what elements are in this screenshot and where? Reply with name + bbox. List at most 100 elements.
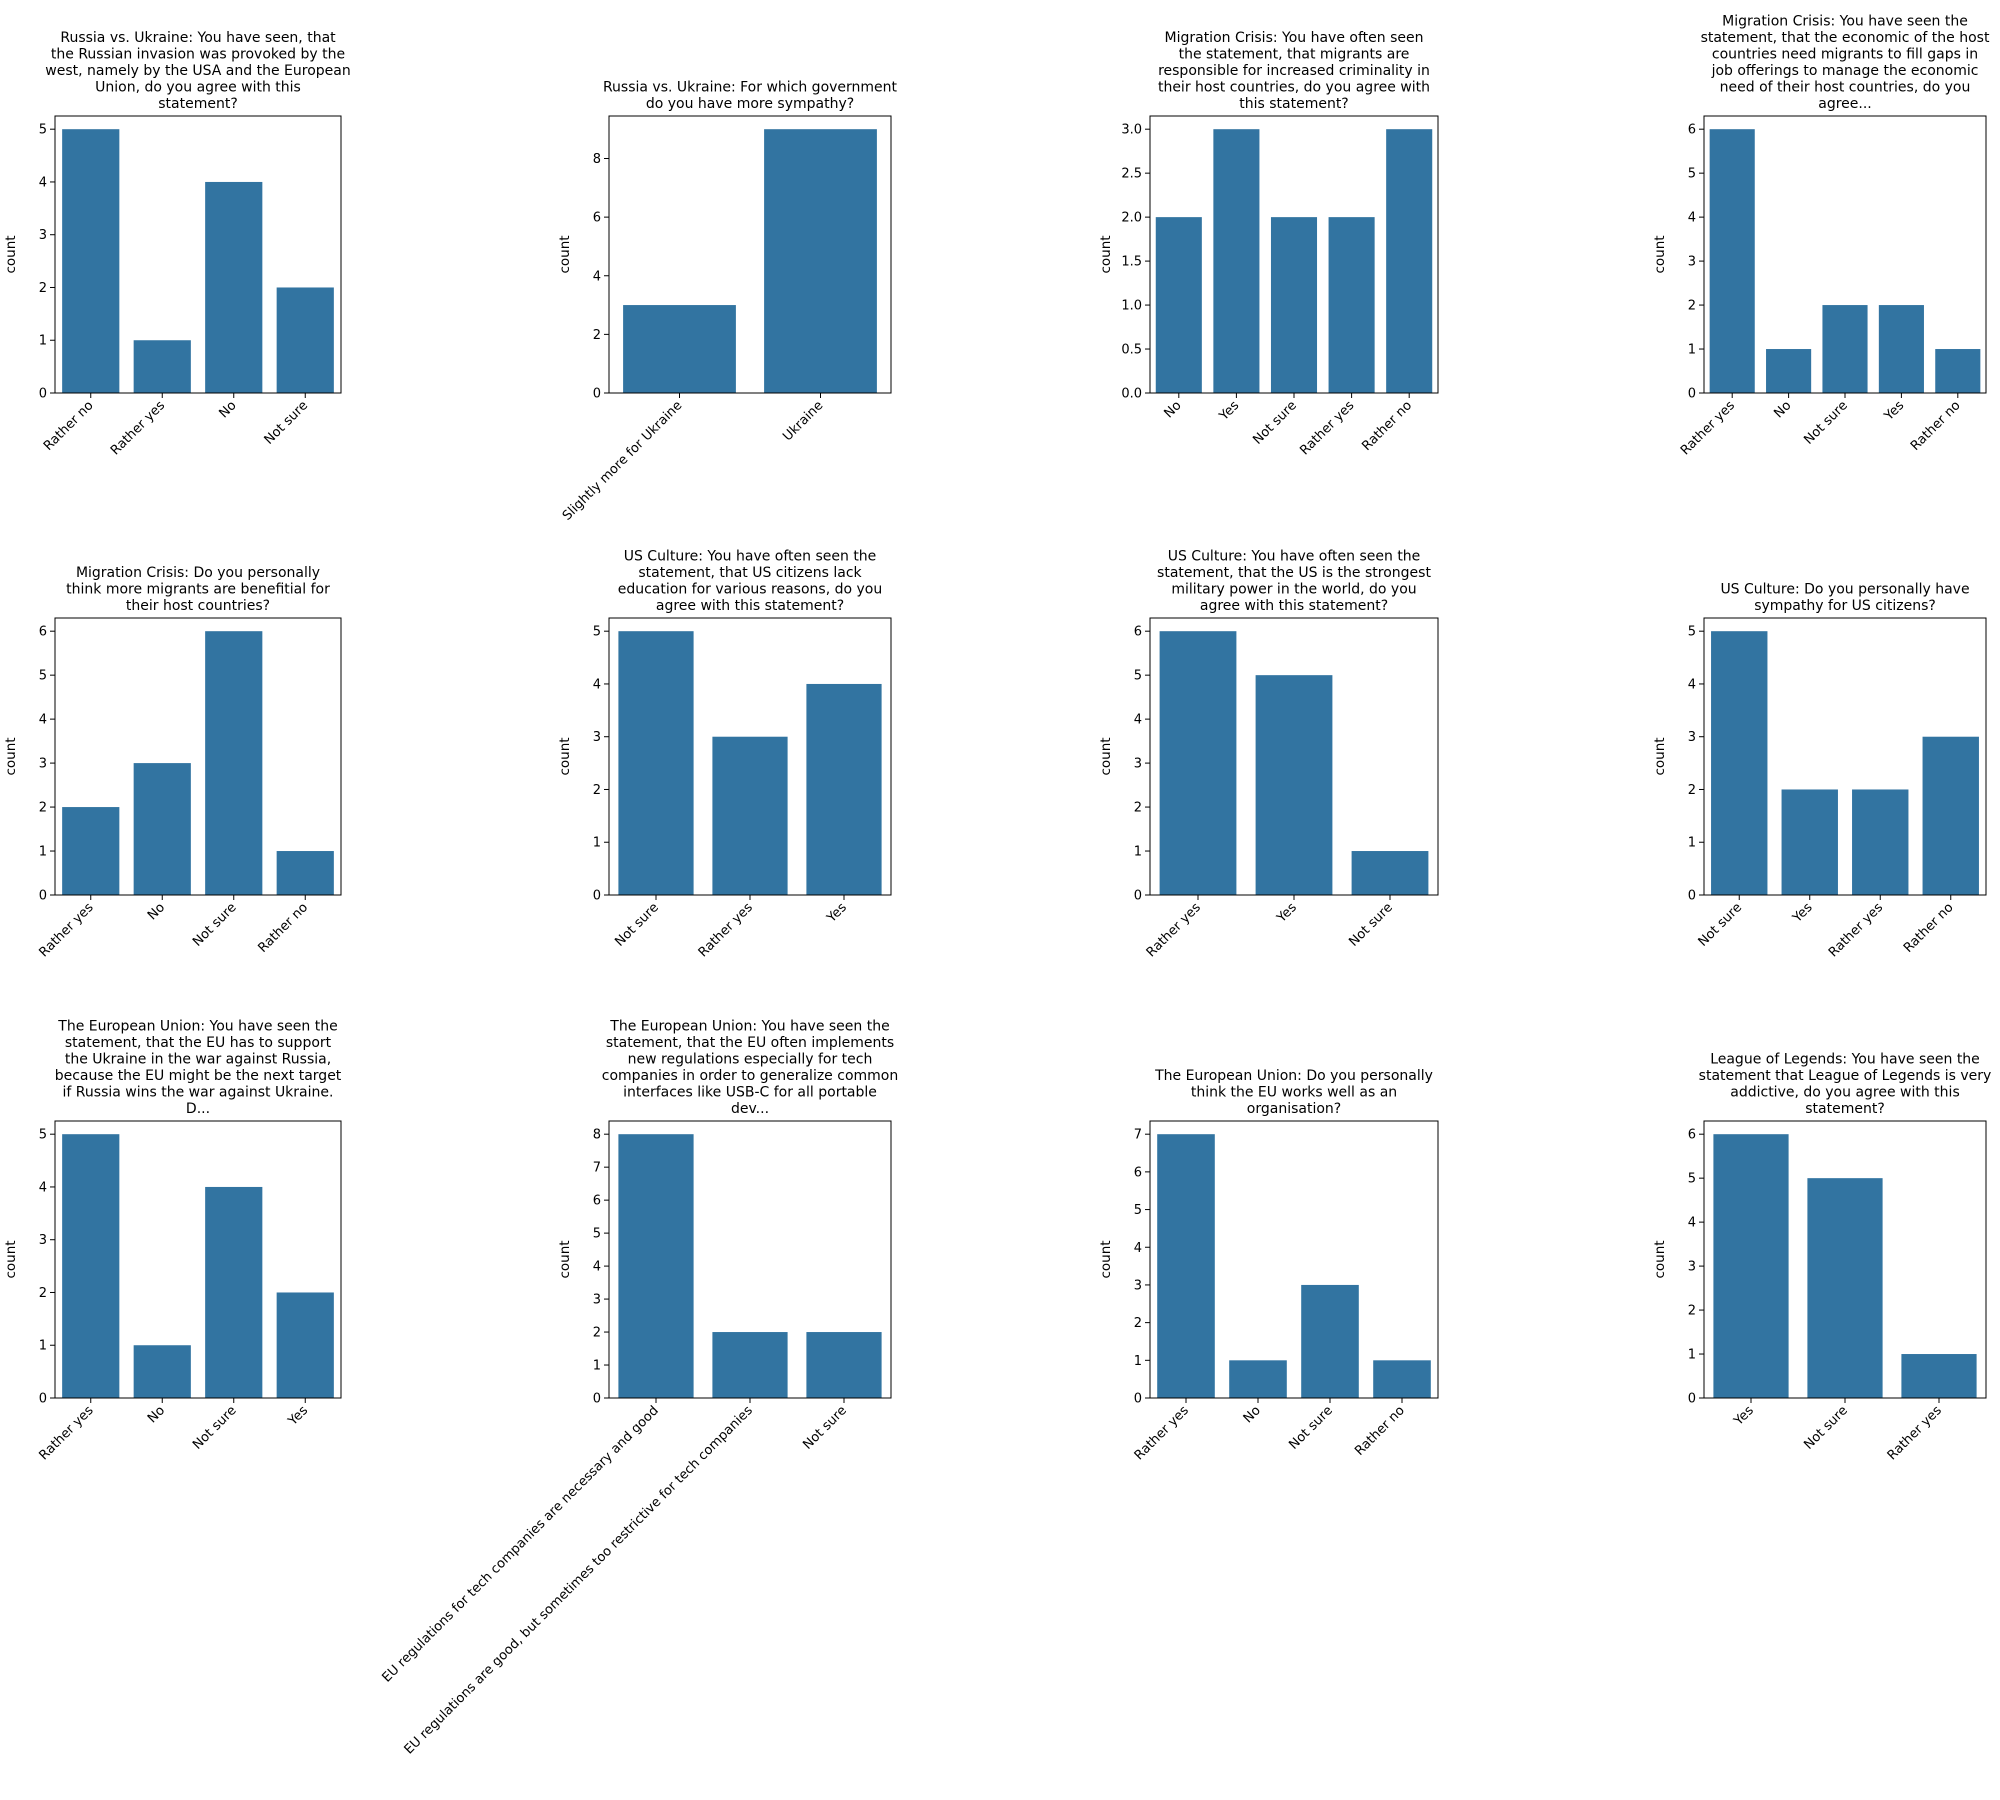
chart-title-line: their host countries, do you agree with <box>1158 80 1430 96</box>
x-tick-label: Yes <box>1216 398 1242 424</box>
chart-title-line: addictive, do you agree with this <box>1730 1085 1959 1101</box>
y-tick-label: 0 <box>593 1392 601 1407</box>
y-tick-label: 5 <box>39 669 47 684</box>
axes-frame <box>54 617 342 896</box>
y-tick-label: 3 <box>39 757 47 772</box>
bar <box>205 181 263 393</box>
x-tick-label: Not sure <box>1696 900 1745 949</box>
y-tick-label: 8 <box>593 1128 601 1143</box>
bar <box>62 129 120 393</box>
x-tick-label: No <box>1162 398 1185 421</box>
chart-title-line: the Russian invasion was provoked by the <box>51 47 345 63</box>
y-axis-label: count <box>1652 1240 1668 1278</box>
subplot-5: Migration Crisis: Do you personallythink… <box>3 565 342 960</box>
y-tick-label: 4 <box>1134 713 1142 728</box>
y-tick-label: 1 <box>1134 845 1142 860</box>
chart-title-line: countries need migrants to fill gaps in <box>1712 47 1978 63</box>
x-tick-label: Yes <box>824 900 850 926</box>
chart-title-line: sympathy for US citizens? <box>1754 598 1936 614</box>
chart-title-line: Russia vs. Ukraine: You have seen, that <box>60 30 336 46</box>
y-tick-label: 2 <box>1688 783 1696 798</box>
axes-frame <box>54 1120 342 1399</box>
subplot-1: Russia vs. Ukraine: You have seen, thatt… <box>3 30 351 458</box>
y-axis-label: count <box>1652 235 1668 273</box>
x-tick-label: Not sure <box>1250 398 1299 447</box>
subplot-6: US Culture: You have often seen thestate… <box>557 549 892 960</box>
y-axis-label: count <box>1098 235 1114 273</box>
x-tick-label: Rather no <box>1908 398 1964 454</box>
y-tick-label: 2 <box>39 1286 47 1301</box>
x-tick-label: Rather no <box>1901 900 1957 956</box>
x-tick-label: Rather yes <box>1885 1403 1945 1463</box>
y-axis-label: count <box>3 737 19 775</box>
y-tick-label: 0 <box>1688 1392 1696 1407</box>
y-tick-label: 5 <box>1688 625 1696 640</box>
y-tick-label: 7 <box>1134 1128 1142 1143</box>
bar <box>1351 851 1429 895</box>
chart-title-line: Migration Crisis: You have seen the <box>1722 14 1968 30</box>
bar <box>276 1292 334 1398</box>
y-tick-label: 0 <box>39 1392 47 1407</box>
x-tick-label: Rather no <box>41 398 97 454</box>
y-tick-label: 5 <box>593 625 601 640</box>
y-axis-label: count <box>1098 1240 1114 1278</box>
x-tick-label: No <box>145 1403 168 1426</box>
bar <box>806 683 882 895</box>
chart-title-line: organisation? <box>1247 1101 1341 1117</box>
y-tick-label: 3 <box>1134 1278 1142 1293</box>
y-tick-label: 0 <box>1134 1392 1142 1407</box>
chart-title-line: agree with this statement? <box>656 598 844 614</box>
bar <box>1213 129 1260 393</box>
y-tick-label: 4 <box>1688 211 1696 226</box>
y-tick-label: 3 <box>39 228 47 243</box>
bar <box>276 851 334 895</box>
chart-title-line: the statement, that migrants are <box>1179 47 1410 63</box>
x-tick-label: Rather yes <box>36 900 96 960</box>
x-tick-label: Yes <box>1881 398 1907 424</box>
y-tick-label: 1 <box>1688 1348 1696 1363</box>
x-tick-label: Ukraine <box>780 398 826 444</box>
x-tick-label: Slightly more for Ukraine <box>560 398 686 524</box>
y-tick-label: 0.5 <box>1121 343 1142 358</box>
y-tick-label: 3.0 <box>1121 123 1142 138</box>
y-axis-label: count <box>3 1240 19 1278</box>
chart-title-line: statement, that the economic of the host <box>1701 30 1990 46</box>
x-tick-label: Rather yes <box>1297 398 1357 458</box>
y-tick-label: 1 <box>39 845 47 860</box>
bar <box>1270 217 1318 393</box>
subplot-4: Migration Crisis: You have seen thestate… <box>1652 14 1990 459</box>
x-tick-label: Not sure <box>1801 398 1850 447</box>
x-tick-label: Rather yes <box>1132 1403 1192 1463</box>
x-tick-label: Rather no <box>1359 398 1415 454</box>
bar <box>1766 349 1812 393</box>
subplot-12: League of Legends: You have seen thestat… <box>1652 1052 1991 1464</box>
x-tick-label: Not sure <box>1346 900 1395 949</box>
y-tick-label: 3 <box>1688 1260 1696 1275</box>
y-axis-label: count <box>1652 737 1668 775</box>
y-tick-label: 2 <box>593 783 601 798</box>
chart-title-line: responsible for increased criminality in <box>1158 63 1430 79</box>
axes-frame <box>1149 1120 1439 1399</box>
bar <box>1328 217 1375 393</box>
chart-title-line: this statement? <box>1239 96 1349 112</box>
y-tick-label: 4 <box>593 677 601 692</box>
y-tick-label: 1 <box>1688 343 1696 358</box>
y-tick-label: 0 <box>593 387 601 402</box>
y-axis-label: count <box>557 737 573 775</box>
y-tick-label: 2 <box>1134 1316 1142 1331</box>
y-tick-label: 2 <box>1688 1304 1696 1319</box>
axes-frame <box>608 115 892 394</box>
bar <box>712 1332 788 1398</box>
chart-title-line: companies in order to generalize common <box>602 1068 898 1084</box>
y-tick-label: 0 <box>1688 889 1696 904</box>
y-tick-label: 5 <box>1134 669 1142 684</box>
y-tick-label: 2.5 <box>1121 167 1142 182</box>
chart-title-line: Russia vs. Ukraine: For which government <box>603 80 898 96</box>
subplot-3: Migration Crisis: You have often seenthe… <box>1098 30 1439 458</box>
chart-title-line: if Russia wins the war against Ukraine. <box>63 1085 334 1101</box>
y-tick-label: 3 <box>1134 757 1142 772</box>
x-tick-label: Rather yes <box>696 900 756 960</box>
x-tick-label: No <box>1241 1403 1264 1426</box>
chart-title-line: need of their host countries, do you <box>1720 80 1971 96</box>
y-tick-label: 2 <box>1134 801 1142 816</box>
